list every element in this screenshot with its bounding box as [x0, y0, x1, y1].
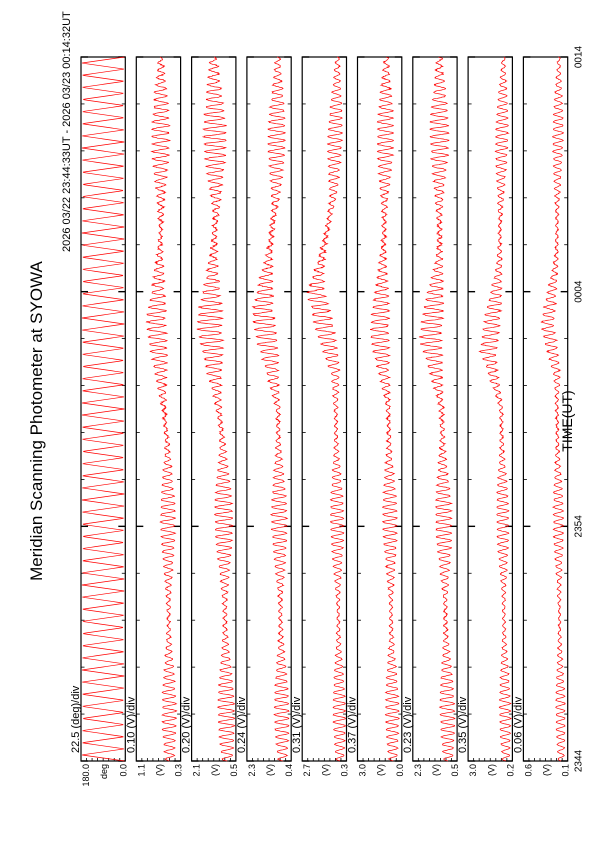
- panel-2: 0.20 (V)/div 0.5 2.1 (V): [181, 56, 239, 777]
- x-tick-label: 2344: [574, 749, 585, 772]
- panel-8-ymin-label: 0.1: [561, 764, 571, 777]
- panel-4-scale-label: 0.31 (V)/div: [291, 696, 303, 753]
- panel-1-unit-label: (V): [154, 764, 164, 776]
- panel-angle-ymax-label: 180.0: [81, 764, 91, 787]
- panel-7-ymax-label: 3.0: [468, 764, 478, 777]
- panel-1-series-line: [145, 56, 178, 762]
- chart-subtitle: 2026 03/22 23:44:33UT - 2026 03/23 00:14…: [61, 11, 73, 252]
- panel-8: 0.06 (V)/div 0.1 0.6 (V): [512, 56, 571, 777]
- x-axis-label: TIME(UT): [559, 390, 575, 451]
- x-tick-labels: 2344 2354 0004 0014: [574, 45, 585, 772]
- panel-7: 0.35 (V)/div 0.2 3.0 (V): [457, 56, 515, 777]
- panel-3-frame: [246, 56, 292, 762]
- panel-3-series-line: [251, 56, 290, 762]
- panel-angle-frame: [80, 56, 126, 762]
- panel-8-series-line: [540, 56, 566, 762]
- panel-7-ymin-label: 0.2: [505, 764, 515, 777]
- panel-6-ymax-label: 2.3: [413, 764, 423, 777]
- panels-group: 22.5 (deg)/div 0.0 180.0 deg 0.10 (V)/div 0.3…: [70, 56, 571, 787]
- panel-6-unit-label: (V): [431, 764, 441, 776]
- panel-2-frame: [191, 56, 237, 762]
- panel-6: 0.23 (V)/div 0.5 2.3 (V): [402, 56, 460, 777]
- panel-7-series-line: [478, 56, 512, 762]
- panel-3-ymin-label: 0.4: [284, 764, 294, 777]
- panel-7-unit-label: (V): [486, 764, 496, 776]
- panel-1-ymin-label: 0.3: [174, 764, 184, 777]
- panel-8-scale-label: 0.06 (V)/div: [512, 696, 524, 753]
- panel-2-ymin-label: 0.5: [229, 764, 239, 777]
- panel-3-scale-label: 0.24 (V)/div: [236, 696, 248, 753]
- panel-5-series-line: [369, 56, 400, 762]
- panel-angle-scale-label: 22.5 (deg)/div: [70, 685, 82, 753]
- panel-angle: 22.5 (deg)/div 0.0 180.0 deg: [70, 56, 128, 787]
- x-tick-label: 0014: [574, 45, 585, 68]
- panel-angle-unit-label: deg: [99, 764, 109, 779]
- panel-2-ymax-label: 2.1: [192, 764, 202, 777]
- panel-8-ymax-label: 0.6: [523, 764, 533, 777]
- panel-1-frame: [135, 56, 182, 762]
- panel-2-unit-label: (V): [210, 764, 220, 776]
- panel-6-ymin-label: 0.5: [450, 764, 460, 777]
- panel-4: 0.31 (V)/div 0.3 2.7 (V): [291, 56, 350, 777]
- panel-5: 0.37 (V)/div 0.0 3.0 (V): [347, 56, 405, 777]
- panel-angle-ymin-label: 0.0: [118, 764, 128, 777]
- panel-1: 0.10 (V)/div 0.3 1.1 (V): [125, 56, 184, 777]
- panel-angle-series-line: [81, 56, 125, 762]
- panel-7-frame: [467, 56, 514, 762]
- panel-5-scale-label: 0.37 (V)/div: [347, 696, 359, 753]
- panel-3-ymax-label: 2.3: [247, 764, 257, 777]
- panel-5-ymax-label: 3.0: [358, 764, 368, 777]
- chart-title: Meridian Scanning Photometer at SYOWA: [27, 261, 46, 581]
- panel-6-series-line: [418, 56, 456, 762]
- x-tick-label: 0004: [574, 280, 585, 303]
- panel-5-ymin-label: 0.0: [395, 764, 405, 777]
- panel-4-ymax-label: 2.7: [302, 764, 312, 777]
- panel-3: 0.24 (V)/div 0.4 2.3 (V): [236, 56, 294, 777]
- panel-1-scale-label: 0.10 (V)/div: [125, 696, 137, 753]
- panel-5-frame: [356, 56, 403, 762]
- panel-1-ymax-label: 1.1: [136, 764, 146, 777]
- panel-4-unit-label: (V): [320, 764, 330, 776]
- panel-4-ymin-label: 0.3: [340, 764, 350, 777]
- panel-2-series-line: [196, 56, 236, 762]
- panel-8-unit-label: (V): [542, 764, 552, 776]
- x-tick-label: 2354: [574, 515, 585, 538]
- panel-7-scale-label: 0.35 (V)/div: [457, 696, 469, 753]
- panel-2-scale-label: 0.20 (V)/div: [181, 696, 193, 753]
- panel-4-series-line: [306, 56, 347, 762]
- panel-6-frame: [412, 56, 458, 762]
- panel-6-scale-label: 0.23 (V)/div: [402, 696, 414, 753]
- panel-5-unit-label: (V): [376, 764, 386, 776]
- panel-3-unit-label: (V): [265, 764, 275, 776]
